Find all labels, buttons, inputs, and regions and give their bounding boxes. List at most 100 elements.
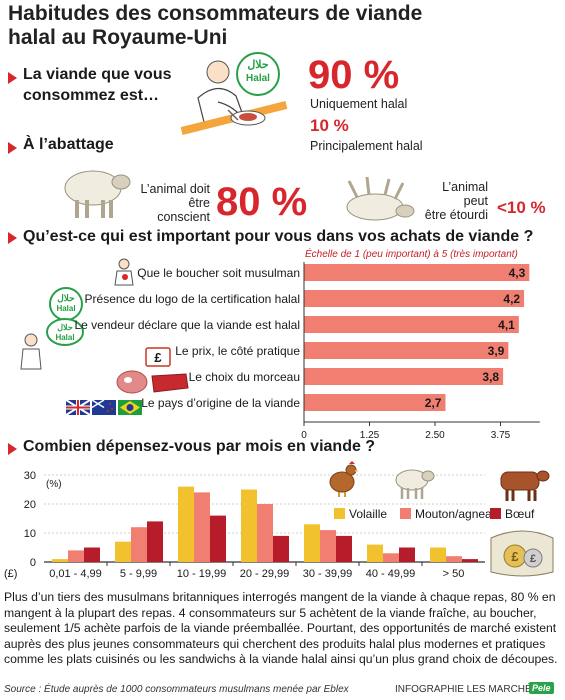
legend-swatch: [490, 508, 501, 519]
infographic-credit: INFOGRAPHIE LES MARCHÉS: [395, 684, 539, 695]
section2-heading: À l’abattage: [23, 136, 114, 153]
x-category-label: 20 - 29,99: [240, 568, 290, 580]
spending-bar: [367, 544, 383, 562]
summary-paragraph: Plus d’un tiers des musulmans britanniqu…: [4, 590, 558, 666]
spending-bar: [52, 559, 68, 562]
section-marker-icon: [8, 232, 17, 244]
spending-bar: [131, 527, 147, 562]
importance-category-label: Présence du logo de la certification hal…: [85, 292, 300, 306]
y-tick-label: 20: [24, 499, 36, 511]
importance-value-label: 4,3: [509, 266, 526, 280]
stunned-label: L’animal peut être étourdi: [424, 180, 488, 222]
person-eating-icon: [178, 58, 290, 140]
importance-category-label: Le choix du morceau: [189, 370, 300, 384]
section3-heading: Qu’est-ce qui est important pour vous da…: [23, 228, 534, 245]
importance-bar: [304, 264, 530, 281]
importance-value-label: 2,7: [425, 396, 442, 410]
muslim-butcher-icon: [112, 258, 136, 286]
x-category-label: 5 - 9,99: [120, 568, 157, 580]
importance-bar-chart: 4,3 Que le boucher soit musulman 4,2 Présen…: [75, 262, 540, 438]
meat-cuts-icon: [116, 368, 190, 396]
importance-category-label: Le prix, le côté pratique: [175, 344, 300, 358]
spending-bar: [84, 547, 100, 562]
publisher-logo: Pele: [529, 682, 554, 694]
speech-arabic-text: حلال: [57, 323, 73, 332]
x-unit-label: (£): [4, 568, 17, 580]
importance-value-label: 3,8: [482, 370, 499, 384]
spending-bar: [320, 530, 336, 562]
importance-bar: [304, 394, 446, 411]
x-tick-label: 3,75: [491, 430, 511, 438]
spending-bar: [257, 504, 273, 562]
svg-text:£: £: [154, 350, 162, 365]
x-category-label: 0,01 - 4,99: [49, 568, 102, 580]
importance-bar: [304, 342, 509, 359]
spending-bar: [178, 486, 194, 562]
importance-value-label: 3,9: [488, 344, 505, 358]
page-title: Habitudes des consommateurs de viande ha…: [8, 2, 423, 49]
spending-bar: [462, 559, 478, 562]
x-category-label: 10 - 19,99: [177, 568, 227, 580]
y-tick-label: 30: [24, 470, 36, 482]
importance-bar: [304, 368, 504, 385]
legend-label: Mouton/agneau: [415, 507, 498, 521]
x-tick-label: 0: [301, 430, 307, 438]
spending-bar: [399, 547, 415, 562]
y-tick-label: 10: [24, 528, 36, 540]
stunned-sheep-icon: [335, 175, 417, 225]
importance-bar: [304, 290, 525, 307]
stunned-value: <10 %: [497, 198, 546, 217]
spending-bar: [383, 553, 399, 562]
wallet-pound-coins-icon: £ £: [487, 528, 559, 578]
country-flags-icon: [65, 399, 142, 416]
importance-bar: [304, 316, 519, 333]
legend-swatch: [400, 508, 411, 519]
scale-note: Échelle de 1 (peu important) à 5 (très i…: [305, 249, 518, 260]
sheep-icon: [392, 464, 436, 500]
cow-icon: [495, 464, 551, 502]
spending-bar: [430, 547, 446, 562]
halal-logo-icon: حلال Halal: [49, 287, 83, 321]
spending-bar: [241, 489, 257, 562]
section-marker-icon: [8, 72, 17, 84]
x-category-label: > 50: [443, 568, 465, 580]
svg-text:£: £: [530, 553, 536, 565]
importance-value-label: 4,2: [503, 292, 520, 306]
importance-category-label: Le pays d’origine de la viande: [141, 396, 300, 410]
speech-halal-text: Halal: [55, 333, 74, 342]
legend-label: Volaille: [349, 507, 387, 521]
chicken-icon: [327, 460, 359, 498]
legend-swatch: [334, 508, 345, 519]
spending-bar: [194, 492, 210, 562]
pound-price-icon: £: [145, 347, 171, 367]
stat-principalement-halal-label: Principalement halal: [310, 139, 423, 153]
sheep-icon: [55, 162, 135, 222]
spending-bar: [336, 535, 352, 562]
section4-heading: Combien dépensez-vous par mois en viande…: [23, 438, 376, 455]
x-tick-label: 2,50: [425, 430, 445, 438]
importance-category-label: Le vendeur déclare que la viande est hal…: [75, 318, 301, 332]
spending-bar: [210, 515, 226, 562]
stat-principalement-halal-value: 10 %: [310, 116, 349, 135]
importance-category-label: Que le boucher soit musulman: [137, 266, 300, 280]
conscious-label: L’animal doit être conscient: [140, 182, 211, 224]
section-marker-icon: [8, 443, 17, 455]
x-tick-label: 1,25: [360, 430, 380, 438]
spending-bar: [304, 524, 320, 562]
spending-bar: [68, 550, 84, 562]
source-note: Source : Étude auprès de 1000 consommate…: [4, 684, 349, 695]
x-category-label: 40 - 49,99: [366, 568, 416, 580]
y-tick-label: 0: [30, 557, 36, 569]
stat-uniquement-halal-label: Uniquement halal: [310, 97, 408, 111]
conscious-value: 80 %: [216, 180, 308, 224]
svg-text:£: £: [511, 549, 519, 564]
legend-label: Bœuf: [505, 507, 535, 521]
importance-value-label: 4,1: [498, 318, 515, 332]
spending-bar-chart: 0 10 20 30 (%) (£) 0,01 - 4,99 5 - 9,99 10 - 19,…: [4, 470, 535, 580]
y-unit-label: (%): [46, 479, 62, 490]
halal-logo-icon: حلال Halal: [236, 52, 280, 96]
spending-bar: [147, 521, 163, 562]
stat-uniquement-halal-value: 90 %: [308, 53, 400, 97]
spending-bar: [446, 556, 462, 562]
halal-butcher-speech-icon: حلال Halal: [17, 318, 85, 370]
